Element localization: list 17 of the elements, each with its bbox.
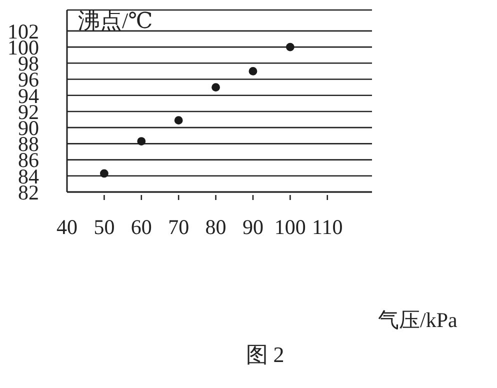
point (212, 83, 220, 92)
point (174, 116, 183, 125)
point (100, 169, 108, 178)
y-axis-title: 沸点/℃ (78, 7, 153, 35)
caption: 图 2 (244, 341, 286, 369)
point (248, 67, 258, 76)
x-tick-label: 50 (94, 215, 115, 239)
x-tick-label: 90 (242, 215, 264, 239)
x-tick-label: 100 (274, 215, 306, 239)
x-tick-label: 60 (130, 215, 152, 239)
x-tick-label: 70 (168, 215, 190, 239)
x-tick-label: 110 (312, 215, 343, 239)
point (137, 137, 146, 146)
point (286, 42, 294, 52)
x-tick-label: 40 (56, 215, 78, 239)
x-tick-label: 80 (205, 215, 226, 239)
x-axis-title: 气压/kPa (378, 307, 458, 334)
